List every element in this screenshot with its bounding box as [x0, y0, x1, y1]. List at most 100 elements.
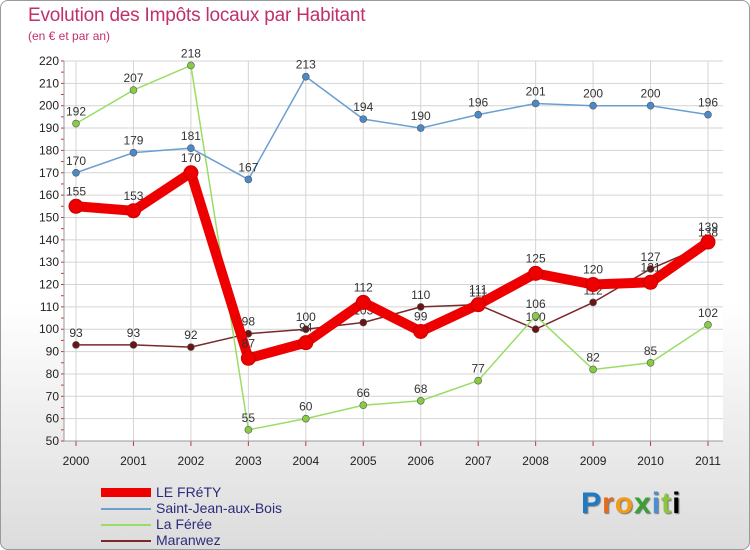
data-label-maranwez: 93 [127, 326, 141, 340]
logo-letter: P [581, 487, 603, 520]
data-point-maranwez [187, 343, 195, 351]
data-point-le-frety [700, 234, 716, 250]
data-point-saint-jean-aux-bois [187, 144, 195, 152]
data-label-le-frety: 87 [242, 336, 256, 350]
y-tick-label: 120 [39, 278, 59, 292]
data-point-saint-jean-aux-bois [129, 148, 138, 157]
x-tick-label: 2009 [580, 454, 607, 468]
y-tick-label: 180 [39, 143, 59, 157]
data-label-maranwez: 92 [184, 328, 198, 342]
data-label-saint-jean-aux-bois: 170 [66, 154, 86, 168]
data-label-le-frety: 139 [698, 220, 718, 234]
data-point-le-frety [355, 294, 371, 310]
data-label-le-frety: 170 [181, 151, 201, 165]
data-label-la-feree: 66 [357, 386, 371, 400]
data-label-saint-jean-aux-bois: 200 [583, 87, 603, 101]
data-label-le-frety: 125 [526, 251, 546, 265]
x-tick-label: 2007 [465, 454, 492, 468]
x-tick-label: 2005 [350, 454, 377, 468]
y-tick-label: 220 [39, 54, 59, 68]
data-point-maranwez [129, 341, 138, 349]
data-point-maranwez [646, 265, 655, 273]
legend-swatch-le-frety [101, 488, 151, 497]
data-label-maranwez: 138 [698, 225, 718, 239]
x-tick-label: 2002 [178, 454, 205, 468]
legend-swatch-saint-jean-aux-bois [101, 508, 151, 510]
data-label-le-frety: 121 [641, 260, 661, 274]
logo-letter: t [661, 487, 673, 520]
plot-area [64, 61, 723, 441]
series-line-le-frety [71, 167, 713, 364]
data-label-saint-jean-aux-bois: 200 [641, 87, 661, 101]
data-point-maranwez [531, 325, 540, 334]
data-label-saint-jean-aux-bois: 179 [123, 134, 143, 148]
data-point-la-feree [302, 414, 310, 423]
data-point-le-frety [585, 277, 601, 293]
logo-letter: x [634, 487, 652, 520]
x-tick-label: 2000 [63, 454, 90, 468]
data-label-le-frety: 94 [299, 321, 313, 335]
logo-letter: i [651, 487, 662, 520]
data-point-la-feree [129, 86, 138, 94]
data-point-le-frety [470, 297, 486, 313]
x-tick-label: 2011 [695, 454, 721, 468]
x-tick-label: 2010 [637, 454, 664, 468]
data-point-la-feree [72, 119, 80, 128]
y-tick-label: 210 [39, 76, 59, 90]
data-point-le-frety [68, 198, 84, 214]
data-point-maranwez [416, 303, 425, 311]
y-tick-label: 110 [40, 300, 59, 314]
data-label-la-feree: 192 [66, 105, 86, 119]
data-point-saint-jean-aux-bois [531, 99, 540, 108]
y-tick-label: 70 [46, 389, 60, 403]
data-point-saint-jean-aux-bois [244, 175, 253, 184]
data-label-le-frety: 155 [66, 184, 86, 198]
data-label-maranwez: 100 [296, 310, 316, 324]
data-point-saint-jean-aux-bois [72, 168, 80, 177]
data-label-la-feree: 207 [123, 71, 143, 85]
series-line-la-feree [75, 64, 709, 431]
data-point-la-feree [187, 61, 195, 70]
y-tick-label: 60 [46, 412, 60, 426]
data-label-le-frety: 120 [583, 263, 603, 277]
y-tick-label: 150 [39, 210, 59, 224]
logo-letter: r [602, 487, 615, 520]
legend-label-le-frety: LE FRéTY [156, 484, 222, 500]
data-point-maranwez [589, 298, 597, 307]
data-point-le-frety [125, 203, 141, 219]
data-point-saint-jean-aux-bois [704, 110, 712, 119]
data-point-saint-jean-aux-bois [589, 101, 597, 110]
x-tick-label: 2006 [407, 454, 434, 468]
data-point-la-feree [531, 312, 540, 320]
data-point-le-frety [413, 323, 429, 339]
x-tick-label: 2004 [292, 454, 319, 468]
data-label-saint-jean-aux-bois: 213 [296, 58, 316, 72]
data-point-le-frety [298, 335, 314, 351]
data-point-la-feree [704, 320, 712, 329]
data-label-la-feree: 82 [586, 350, 600, 364]
data-label-saint-jean-aux-bois: 190 [411, 109, 431, 123]
data-point-saint-jean-aux-bois [474, 110, 482, 119]
legend-label-la-feree: La Férée [156, 516, 213, 532]
chart-subtitle: (en € et par an) [28, 29, 111, 43]
data-point-le-frety [240, 350, 256, 366]
data-label-la-feree: 55 [242, 411, 256, 425]
data-label-la-feree: 85 [644, 344, 658, 358]
data-label-le-frety: 153 [123, 189, 143, 203]
data-point-maranwez [302, 325, 310, 334]
x-tick-label: 2001 [120, 454, 147, 468]
chart-title: Evolution des Impôts locaux par Habitant [28, 5, 366, 26]
y-tick-label: 130 [39, 255, 59, 269]
data-label-saint-jean-aux-bois: 167 [238, 160, 258, 174]
data-label-maranwez: 111 [469, 286, 488, 300]
data-point-le-frety [183, 165, 199, 181]
data-label-le-frety: 112 [354, 280, 373, 294]
data-label-saint-jean-aux-bois: 196 [698, 96, 718, 110]
data-label-la-feree: 68 [414, 382, 428, 396]
legend-label-maranwez: Maranwez [156, 532, 221, 548]
y-tick-label: 160 [39, 188, 59, 202]
y-tick-label: 100 [39, 322, 59, 336]
logo-letter: i [672, 487, 682, 520]
data-point-saint-jean-aux-bois [302, 72, 310, 81]
